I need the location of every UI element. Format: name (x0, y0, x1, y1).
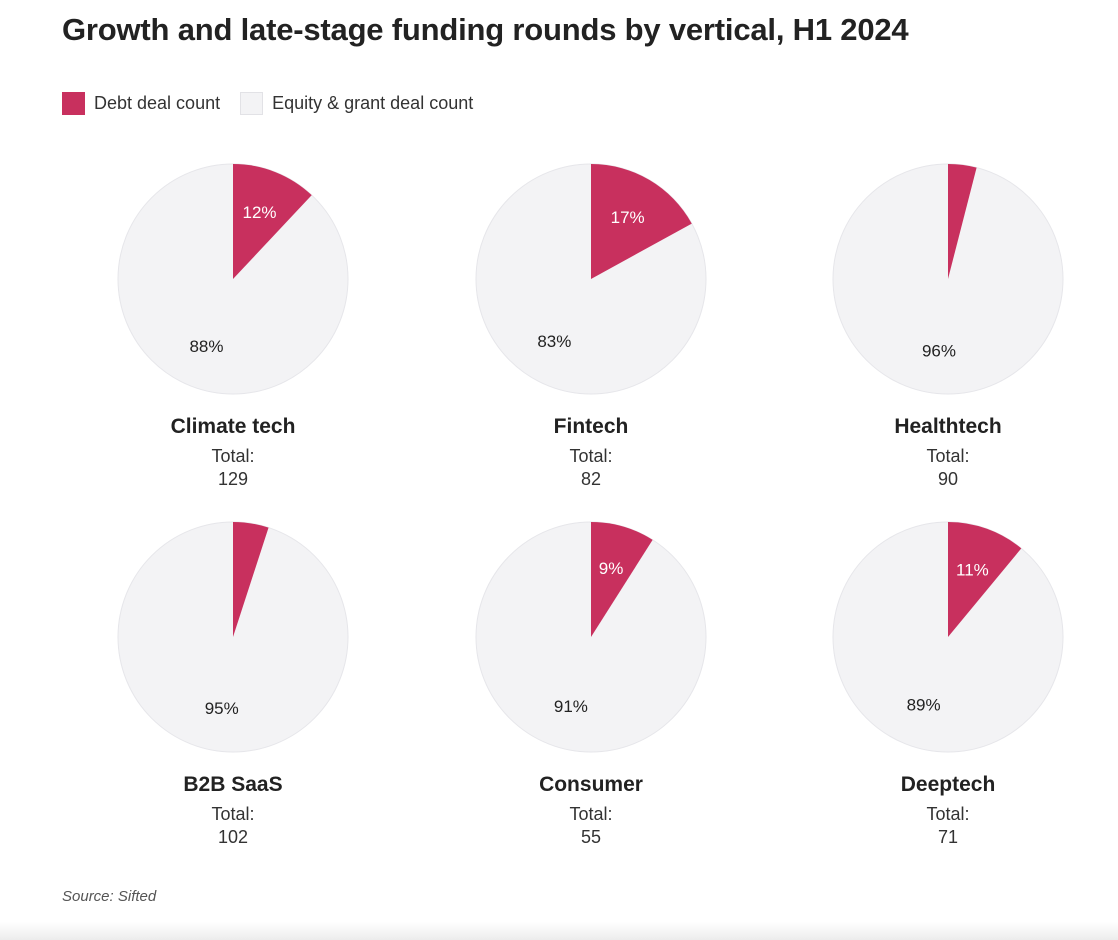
equity-pct-label: 89% (907, 696, 941, 715)
pie-slice-debt (591, 164, 692, 279)
debt-pct-label: 12% (242, 203, 276, 222)
equity-pct-label: 91% (554, 697, 588, 716)
chart-title: Growth and late-stage funding rounds by … (62, 12, 909, 47)
pie-slice-debt (948, 164, 977, 279)
legend-item-equity: Equity & grant deal count (240, 92, 473, 115)
pie-title: B2B SaaS (183, 773, 282, 796)
legend-swatch-equity (240, 92, 264, 115)
total-label: Total: (569, 804, 612, 824)
legend-label-equity: Equity & grant deal count (272, 93, 474, 113)
bottom-fade (0, 922, 1118, 940)
pie-title: Healthtech (894, 415, 1001, 438)
total-label: Total: (211, 804, 254, 824)
total-value: 82 (581, 469, 601, 489)
total-value: 102 (218, 827, 248, 847)
pie-slice-debt (591, 522, 653, 637)
legend-label-debt: Debt deal count (94, 93, 221, 113)
source-note: Source: Sifted (62, 888, 157, 905)
total-value: 55 (581, 827, 601, 847)
legend-item-debt: Debt deal count (62, 92, 220, 115)
total-label: Total: (926, 446, 969, 466)
total-label: Total: (569, 446, 612, 466)
legend-swatch-debt (62, 92, 85, 115)
total-label: Total: (926, 804, 969, 824)
equity-pct-label: 95% (205, 699, 239, 718)
debt-pct-label: 9% (599, 559, 624, 578)
total-value: 129 (218, 469, 248, 489)
equity-pct-label: 96% (922, 341, 956, 360)
debt-pct-label: 17% (611, 208, 645, 227)
pie-title: Climate tech (171, 415, 296, 438)
debt-pct-label: 11% (956, 560, 989, 579)
pie-title: Deeptech (901, 773, 996, 796)
pie-title: Fintech (554, 415, 629, 438)
legend: Debt deal count Equity & grant deal coun… (62, 92, 493, 115)
equity-pct-label: 88% (189, 337, 223, 356)
total-value: 90 (938, 469, 958, 489)
equity-pct-label: 83% (537, 332, 571, 351)
pie-slice-debt (233, 522, 269, 637)
total-value: 71 (938, 827, 958, 847)
total-label: Total: (211, 446, 254, 466)
pie-title: Consumer (539, 773, 643, 796)
pie-slice-debt (948, 522, 1022, 637)
pie-slice-debt (233, 164, 312, 279)
